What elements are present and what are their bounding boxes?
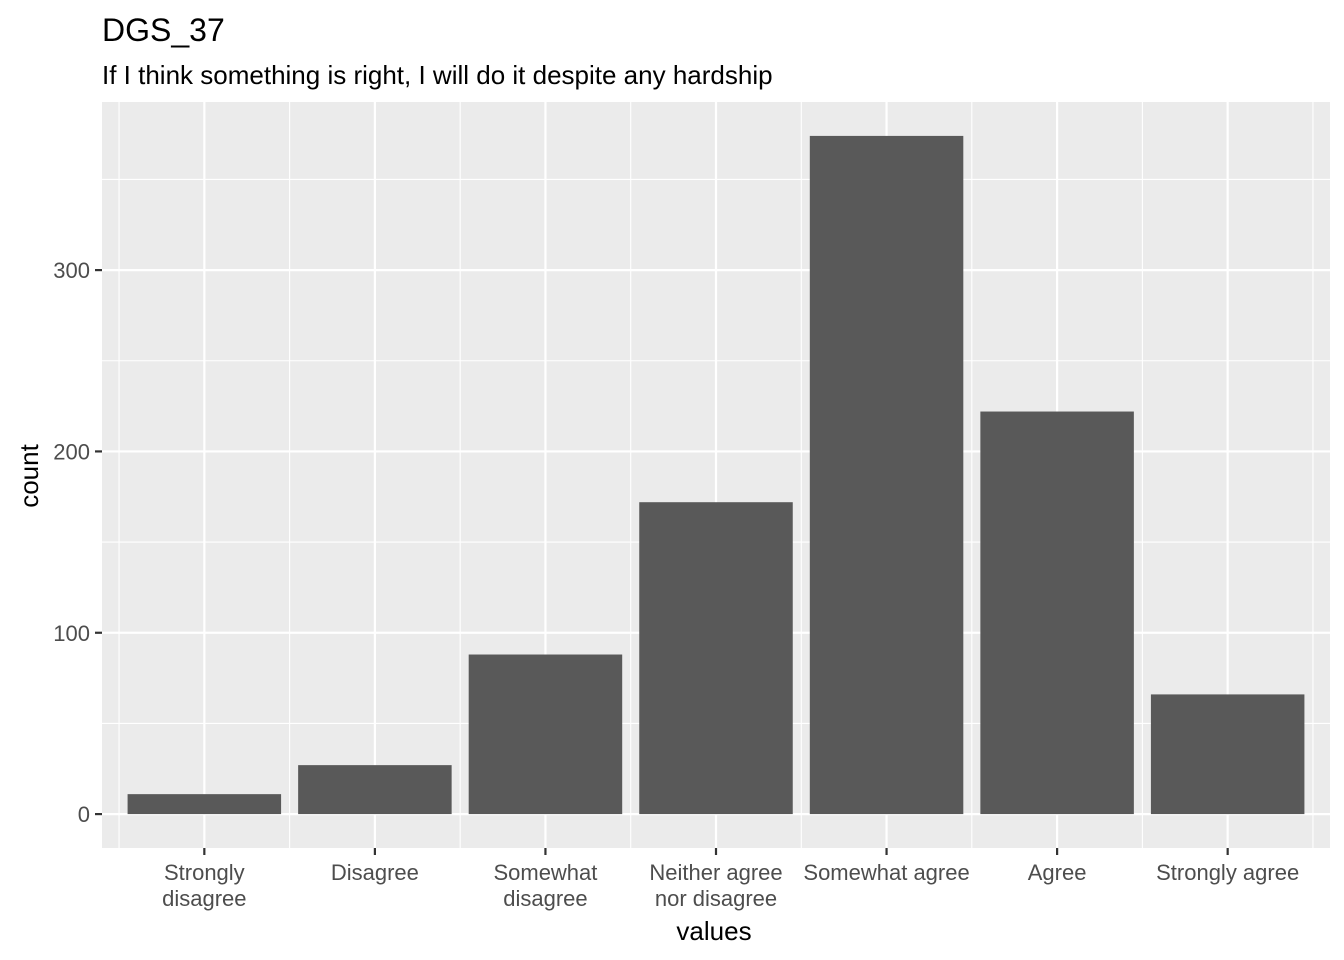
y-tick-label: 0 — [78, 802, 90, 827]
bar-strongly-disagree — [127, 794, 282, 815]
x-tick-label: Agree — [1028, 860, 1087, 885]
y-tick-label: 300 — [53, 258, 90, 283]
x-tick-label: Somewhat disagree — [493, 860, 597, 911]
chart-subtitle: If I think something is right, I will do… — [102, 60, 773, 90]
x-tick-label: Somewhat agree — [803, 860, 969, 885]
bar-strongly-agree — [1150, 694, 1305, 815]
y-tick-label: 100 — [53, 621, 90, 646]
chart-title: DGS_37 — [102, 12, 225, 48]
x-tick-label: Strongly disagree — [162, 860, 246, 911]
x-tick-label: Strongly agree — [1156, 860, 1299, 885]
bar-somewhat-agree — [809, 135, 964, 815]
bar-agree — [980, 411, 1134, 815]
bar-neither-agree-nor-disagree — [639, 502, 793, 815]
bar-somewhat-disagree — [468, 654, 623, 815]
plot-panel — [102, 102, 1330, 848]
x-tick-label: Neither agree nor disagree — [649, 860, 782, 911]
y-axis: 0 100 200 300 — [53, 258, 102, 827]
bar-disagree — [298, 765, 452, 815]
y-tick-label: 200 — [53, 439, 90, 464]
x-axis-title: values — [676, 916, 751, 946]
x-axis: Strongly disagree Disagree Somewhat disagree… — [162, 848, 1299, 911]
y-axis-title: count — [14, 443, 44, 507]
x-tick-label: Disagree — [331, 860, 419, 885]
